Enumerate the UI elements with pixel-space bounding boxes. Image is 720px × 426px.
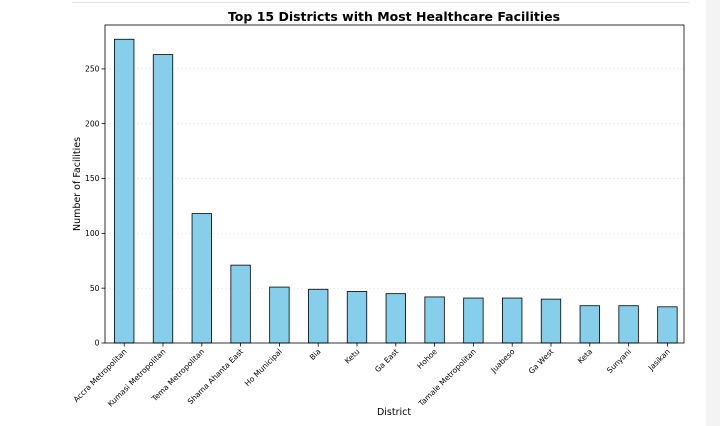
x-tick-label: Ketu [343, 347, 362, 366]
bar-tamale-metropolitan [463, 297, 484, 344]
y-tick-label: 50 [90, 284, 100, 293]
x-tick-label: Hohoe [415, 347, 439, 371]
plot-frame [104, 24, 685, 344]
x-tick-label: Juabeso [488, 347, 516, 375]
y-axis-label: Number of Facilities [72, 137, 83, 231]
x-tick-label: Sunyani [605, 347, 633, 375]
y-axis-ticks: 0 50 100 150 200 250 [85, 65, 105, 348]
bar-jasikan [657, 306, 678, 344]
bar-accra-metropolitan [114, 38, 135, 344]
bar-juabeso [502, 297, 523, 344]
bar-bia [308, 288, 329, 344]
bar-kumasi-metropolitan [152, 54, 174, 344]
y-tick-label: 150 [85, 174, 100, 183]
x-tick-label: Keta [576, 347, 594, 365]
bar-shama-ahanta-east [230, 264, 251, 344]
x-tick-label: Ga West [527, 347, 556, 376]
y-tick-label: 250 [85, 65, 100, 74]
y-tick-label: 200 [85, 119, 100, 128]
top-border [72, 0, 689, 3]
bar-hohoe [424, 296, 445, 344]
x-axis-label: District [377, 407, 411, 418]
chart-title: Top 15 Districts with Most Healthcare Fa… [228, 9, 560, 24]
y-tick-label: 100 [85, 229, 100, 238]
scrollbar-track[interactable] [706, 0, 720, 426]
bar-keta [579, 305, 600, 344]
bar-ho-municipal [269, 286, 290, 344]
x-tick-label: Ga East [373, 347, 400, 374]
bar-sunyani [618, 305, 639, 344]
x-tick-label: Bia [308, 347, 323, 362]
bar-tema-metropolitan [191, 213, 212, 344]
bars [114, 38, 678, 344]
x-tick-label: Jasikan [646, 347, 672, 373]
bar-ga-west [540, 298, 562, 344]
bar-ketu [346, 291, 368, 344]
bar-ga-east [385, 293, 406, 344]
x-tick-label: Ho Municipal [243, 347, 284, 388]
y-tick-label: 0 [95, 339, 100, 348]
